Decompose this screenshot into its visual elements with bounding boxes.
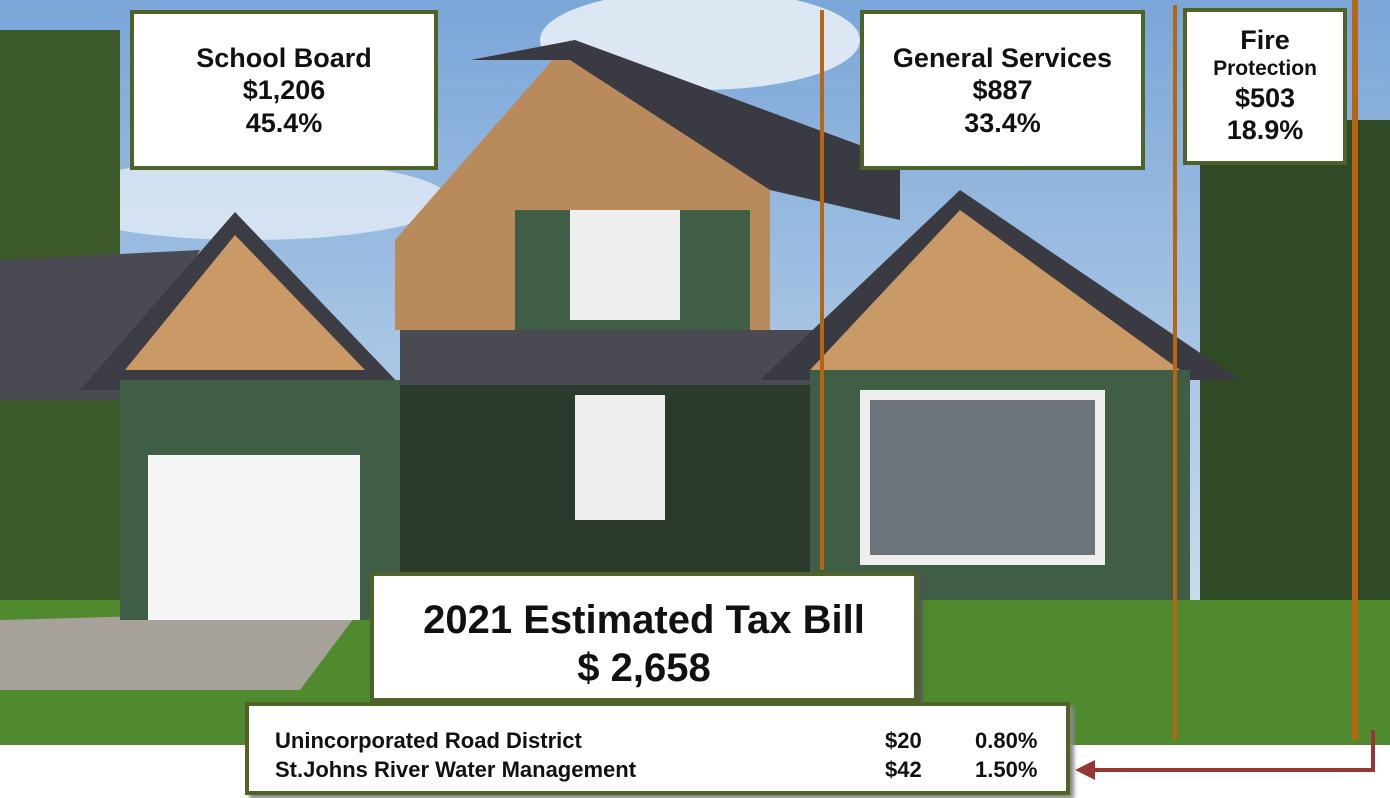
box-subtitle: Protection	[1187, 56, 1343, 81]
minor-table: Unincorporated Road District $20 0.80% S…	[245, 702, 1070, 795]
box-percent: 45.4%	[134, 107, 434, 139]
minor-name: Unincorporated Road District	[275, 728, 582, 754]
box-percent: 33.4%	[864, 107, 1141, 139]
box-amount: $1,206	[134, 74, 434, 106]
minor-row: Unincorporated Road District $20 0.80%	[275, 728, 1046, 758]
minor-percent: 1.50%	[975, 757, 1037, 783]
general-services-box: General Services $887 33.4%	[860, 10, 1145, 170]
page: School Board $1,206 45.4% General Servic…	[0, 0, 1390, 798]
total-title: 2021 Estimated Tax Bill	[374, 596, 914, 644]
total-amount: $ 2,658	[374, 644, 914, 692]
minor-row: St.Johns River Water Management $42 1.50…	[275, 757, 1046, 787]
box-amount: $503	[1187, 82, 1343, 114]
minor-amount: $20	[885, 728, 922, 754]
box-title: School Board	[134, 42, 434, 74]
box-title: Fire	[1187, 24, 1343, 56]
fire-protection-box: Fire Protection $503 18.9%	[1183, 8, 1347, 165]
box-title: General Services	[864, 42, 1141, 74]
total-box: 2021 Estimated Tax Bill $ 2,658	[370, 572, 918, 702]
minor-amount: $42	[885, 757, 922, 783]
box-amount: $887	[864, 74, 1141, 106]
minor-name: St.Johns River Water Management	[275, 757, 636, 783]
school-board-box: School Board $1,206 45.4%	[130, 10, 438, 170]
box-percent: 18.9%	[1187, 114, 1343, 146]
minor-percent: 0.80%	[975, 728, 1037, 754]
